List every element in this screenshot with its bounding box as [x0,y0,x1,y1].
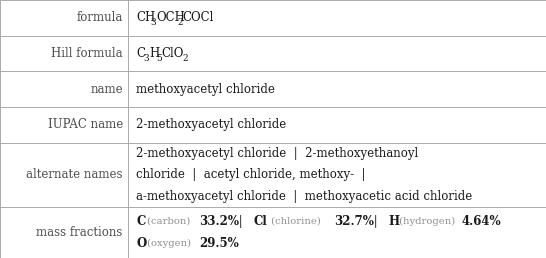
Text: |: | [370,215,381,228]
Text: a-methoxyacetyl chloride  |  methoxyacetic acid chloride: a-methoxyacetyl chloride | methoxyacetic… [136,190,473,203]
Text: mass fractions: mass fractions [37,226,123,239]
Text: OCH: OCH [156,11,185,24]
Text: 29.5%: 29.5% [199,237,239,250]
Text: 2: 2 [183,54,188,63]
Text: 33.2%: 33.2% [199,215,239,228]
Text: (oxygen): (oxygen) [144,239,194,248]
Text: O: O [136,237,147,250]
Text: H: H [388,215,399,228]
Text: 2-methoxyacetyl chloride: 2-methoxyacetyl chloride [136,118,287,131]
Text: formula: formula [76,11,123,24]
Text: alternate names: alternate names [26,168,123,181]
Text: (chlorine): (chlorine) [268,217,324,226]
Text: CH: CH [136,11,156,24]
Text: (carbon): (carbon) [144,217,194,226]
Text: 4.64%: 4.64% [462,215,501,228]
Text: 2-methoxyacetyl chloride  |  2-methoxyethanoyl: 2-methoxyacetyl chloride | 2-methoxyetha… [136,147,419,160]
Text: Cl: Cl [253,215,267,228]
Text: COCl: COCl [183,11,214,24]
Text: Hill formula: Hill formula [51,47,123,60]
Text: ClO: ClO [162,47,184,60]
Text: 2: 2 [177,18,183,27]
Text: methoxyacetyl chloride: methoxyacetyl chloride [136,83,275,96]
Text: C: C [136,47,145,60]
Text: (hydrogen): (hydrogen) [396,217,458,226]
Text: 32.7%: 32.7% [334,215,374,228]
Text: IUPAC name: IUPAC name [48,118,123,131]
Text: 3: 3 [151,18,156,27]
Text: 5: 5 [156,54,162,63]
Text: name: name [90,83,123,96]
Text: chloride  |  acetyl chloride, methoxy-  |: chloride | acetyl chloride, methoxy- | [136,168,366,181]
Text: H: H [149,47,159,60]
Text: C: C [136,215,146,228]
Text: |: | [235,215,246,228]
Text: 3: 3 [144,54,149,63]
